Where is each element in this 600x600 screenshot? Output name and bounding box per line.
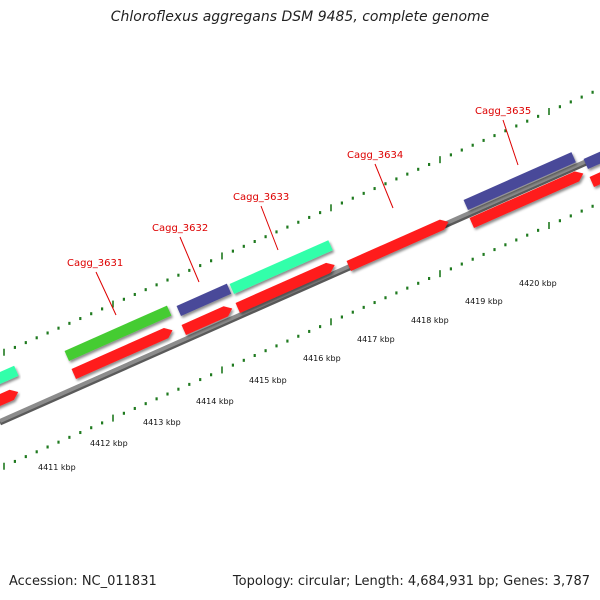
gene-label-cagg-3631: Cagg_3631 bbox=[67, 258, 123, 269]
gene-label-cagg-3635: Cagg_3635 bbox=[475, 106, 531, 117]
cds-arrow-5 bbox=[469, 171, 584, 228]
gene-label-cagg-3633: Cagg_3633 bbox=[233, 192, 289, 203]
feature-purple-cagg-3632 bbox=[176, 283, 232, 316]
gene-label-cagg-3634: Cagg_3634 bbox=[347, 150, 403, 161]
kbp-label: 4420 kbp bbox=[519, 279, 557, 288]
backbone-line bbox=[0, 153, 600, 423]
gene-label-cagg-3632: Cagg_3632 bbox=[152, 223, 208, 234]
kbp-label: 4414 kbp bbox=[196, 397, 234, 406]
kbp-label: 4419 kbp bbox=[465, 297, 503, 306]
gene-leader-line bbox=[95, 271, 117, 316]
gene-leader-line bbox=[502, 119, 519, 166]
cds-arrow-right bbox=[589, 172, 600, 187]
kbp-label: 4418 kbp bbox=[411, 316, 449, 325]
map-title: Chloroflexus aggregans DSM 9485, complet… bbox=[110, 9, 490, 25]
cds-arrow-3 bbox=[235, 262, 335, 313]
cds-arrow-4 bbox=[346, 219, 449, 271]
kbp-label: 4411 kbp bbox=[38, 463, 76, 472]
gene-leader-line bbox=[374, 163, 394, 209]
feature-purple-right bbox=[583, 151, 600, 169]
gene-leader-line bbox=[260, 205, 279, 251]
feature-cyan-left bbox=[0, 365, 19, 385]
kbp-label: 4416 kbp bbox=[303, 354, 341, 363]
feature-cyan-cagg-3633 bbox=[229, 240, 333, 294]
footer-stats: Topology: circular; Length: 4,684,931 bp… bbox=[232, 574, 590, 589]
kbp-label: 4413 kbp bbox=[143, 418, 181, 427]
kbp-label: 4415 kbp bbox=[249, 376, 287, 385]
feature-purple-cagg-3635 bbox=[463, 152, 576, 210]
kbp-label: 4412 kbp bbox=[90, 439, 128, 448]
footer-accession: Accession: NC_011831 bbox=[9, 574, 157, 589]
kbp-label: 4417 kbp bbox=[357, 335, 395, 344]
cds-arrow-2 bbox=[181, 306, 233, 335]
cds-arrow-left bbox=[0, 389, 19, 407]
cds-arrow-1 bbox=[71, 328, 173, 379]
gene-leader-line bbox=[179, 236, 200, 283]
feature-green-cagg-3631 bbox=[64, 305, 172, 361]
